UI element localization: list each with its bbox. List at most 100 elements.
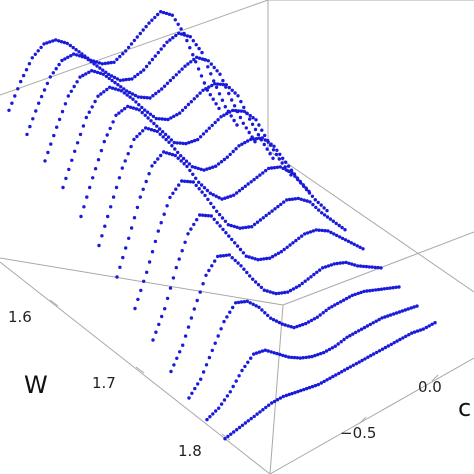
data-point [196, 137, 200, 142]
data-point [99, 148, 104, 153]
data-point [228, 152, 232, 157]
data-point [65, 41, 70, 46]
data-point [187, 140, 191, 145]
data-point [176, 22, 180, 26]
data-point [271, 291, 275, 295]
data-point [371, 321, 375, 325]
data-point [263, 138, 267, 142]
data-point [235, 123, 239, 127]
data-point [392, 341, 396, 345]
data-point [239, 300, 244, 304]
data-point [307, 385, 312, 390]
data-point [103, 224, 107, 228]
data-point [348, 365, 353, 369]
data-point [249, 356, 253, 360]
data-point [167, 12, 172, 16]
data-point [287, 169, 291, 174]
data-point [260, 128, 264, 132]
data-point [93, 167, 98, 171]
data-point [112, 75, 117, 80]
data-point [28, 124, 32, 129]
data-point [230, 88, 234, 93]
data-point [45, 41, 49, 45]
data-point [186, 102, 191, 107]
data-point [147, 260, 152, 264]
data-point [336, 301, 340, 306]
data-point [256, 133, 261, 137]
data-point [199, 167, 203, 171]
data-point [129, 226, 134, 230]
data-point [353, 292, 357, 297]
data-point [251, 116, 255, 120]
data-point [330, 346, 335, 350]
data-point [316, 200, 320, 205]
data-point [206, 59, 210, 63]
data-point [64, 176, 68, 181]
data-point [217, 92, 222, 96]
data-point [135, 134, 139, 139]
data-point [241, 251, 246, 255]
data-point [110, 78, 114, 83]
data-point [176, 150, 180, 155]
data-point [96, 94, 100, 98]
data-point [187, 162, 192, 166]
data-point [317, 228, 321, 232]
data-point [296, 196, 300, 201]
data-point [235, 428, 239, 432]
data-point [266, 140, 270, 144]
data-point [225, 394, 230, 398]
data-point [268, 256, 272, 260]
data-point [164, 137, 168, 142]
data-point [242, 267, 246, 271]
data-point [410, 331, 414, 335]
data-point [182, 33, 187, 37]
data-point [158, 127, 162, 131]
data-point [16, 87, 20, 91]
data-point [283, 290, 287, 295]
data-point [52, 133, 56, 138]
data-point [121, 52, 125, 56]
data-point [351, 332, 355, 336]
data-point [121, 78, 126, 82]
data-point [85, 195, 89, 199]
data-point [304, 187, 309, 192]
data-point [321, 311, 325, 315]
data-point [148, 112, 153, 117]
data-point [245, 299, 249, 303]
data-point [294, 285, 299, 289]
data-point [236, 94, 240, 98]
data-point [246, 139, 250, 143]
data-point [313, 383, 318, 388]
w-tick-labels: 1.6 1.7 1.8 [8, 308, 202, 460]
data-point [331, 219, 335, 223]
data-point [179, 159, 183, 163]
data-point [400, 309, 405, 313]
data-point [188, 180, 193, 184]
data-point [328, 376, 332, 380]
data-point [125, 93, 129, 97]
data-point [217, 196, 221, 200]
data-point [263, 348, 267, 352]
data-point [204, 87, 208, 91]
data-point [244, 126, 248, 130]
data-point [261, 216, 265, 220]
data-point [345, 366, 350, 371]
data-point [386, 344, 390, 348]
data-point [200, 57, 205, 61]
data-point [258, 218, 263, 222]
data-point [201, 88, 205, 93]
box-edge-front-vertical [269, 304, 284, 474]
data-point [173, 153, 177, 158]
data-point [392, 312, 396, 316]
data-point [305, 231, 310, 235]
data-point [145, 96, 149, 100]
data-point [365, 324, 370, 328]
data-point [380, 316, 384, 320]
data-point [150, 57, 155, 62]
data-point [217, 212, 222, 217]
data-point [66, 94, 71, 98]
data-point [258, 173, 262, 177]
data-point [224, 231, 228, 235]
data-point [367, 265, 371, 269]
